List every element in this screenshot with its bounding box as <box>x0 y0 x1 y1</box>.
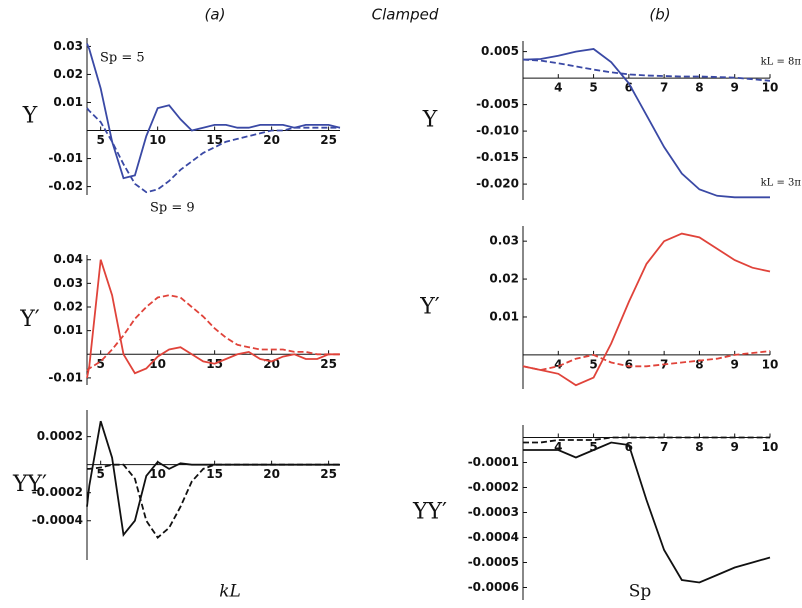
x-tick-label: 15 <box>206 133 223 147</box>
y-axis-label: ΥΥ′ <box>12 472 47 497</box>
x-tick-label: 9 <box>731 440 739 454</box>
line-series <box>522 48 770 199</box>
x-tick-label: 10 <box>762 357 779 371</box>
y-tick-label: 0.03 <box>53 276 83 290</box>
x-tick-label: 8 <box>695 81 703 95</box>
x-tick-label: 5 <box>589 357 597 371</box>
y-tick-label: 0.03 <box>53 39 83 53</box>
y-tick-label: -0.020 <box>476 177 519 191</box>
y-tick-label: -0.0005 <box>468 555 519 569</box>
y-tick-label: -0.0001 <box>468 455 519 469</box>
x-tick-label: 10 <box>149 467 166 481</box>
panel-label: (b) <box>649 6 670 24</box>
x-tick-label: 10 <box>762 81 779 95</box>
x-tick-label: 5 <box>589 81 597 95</box>
x-tick-label: 25 <box>320 467 337 481</box>
y-axis-label: Υ′ <box>419 295 440 320</box>
y-tick-label: -0.010 <box>476 124 519 138</box>
x-tick-label: 4 <box>554 357 562 371</box>
y-tick-label: -0.01 <box>48 151 83 165</box>
y-tick-label: 0.03 <box>489 234 519 248</box>
x-tick-label: 4 <box>554 81 562 95</box>
x-tick-label: 25 <box>320 357 337 371</box>
y-tick-label: 0.02 <box>489 272 519 286</box>
y-tick-label: 0.02 <box>53 300 83 314</box>
annotation: Sp = 5 <box>100 51 145 66</box>
line-series <box>522 58 771 82</box>
y-tick-label: 0.0002 <box>37 429 83 443</box>
y-tick-label: -0.02 <box>48 179 83 193</box>
x-tick-label: 8 <box>695 440 703 454</box>
x-tick-label: 7 <box>660 81 668 95</box>
y-axis-label: Υ <box>422 108 438 133</box>
line-series <box>86 107 340 194</box>
annotation: Sp = 9 <box>150 201 195 216</box>
y-axis-label: Υ′ <box>19 307 40 332</box>
y-tick-label: 0.01 <box>489 309 519 323</box>
annotation: kL = 3π <box>761 178 802 189</box>
x-tick-label: 9 <box>731 81 739 95</box>
x-tick-label: 5 <box>96 133 104 147</box>
x-tick-label: 9 <box>731 357 739 371</box>
y-tick-label: -0.0004 <box>468 530 519 544</box>
figure-title: Clamped <box>372 6 439 24</box>
y-tick-label: 0.01 <box>53 95 83 109</box>
y-tick-label: 0.02 <box>53 67 83 81</box>
y-tick-label: -0.0002 <box>32 485 83 499</box>
line-series <box>523 441 771 584</box>
x-tick-label: 6 <box>625 357 633 371</box>
x-tick-label: 6 <box>625 81 633 95</box>
x-tick-label: 5 <box>96 467 104 481</box>
y-tick-label: 0.04 <box>53 252 83 266</box>
line-series <box>86 259 340 379</box>
line-series <box>522 232 771 387</box>
x-tick-label: 15 <box>206 467 223 481</box>
y-tick-label: -0.015 <box>476 150 519 164</box>
line-series <box>86 294 340 372</box>
y-axis-label: ΥΥ′ <box>412 500 447 525</box>
x-tick-label: 10 <box>762 440 779 454</box>
line-series <box>86 420 340 537</box>
x-tick-label: 8 <box>695 357 703 371</box>
y-tick-label: -0.005 <box>476 97 519 111</box>
y-tick-label: -0.0003 <box>468 505 519 519</box>
panel-label: (a) <box>205 6 226 24</box>
x-tick-label: 5 <box>589 440 597 454</box>
x-tick-label: 20 <box>263 133 280 147</box>
y-tick-label: 0.005 <box>481 44 519 58</box>
x-axis-label: Sp <box>629 582 652 602</box>
y-tick-label: -0.0006 <box>468 580 519 594</box>
x-tick-label: 10 <box>149 133 166 147</box>
x-tick-label: 25 <box>320 133 337 147</box>
line-series <box>87 463 340 539</box>
x-axis-label: kL <box>219 582 241 602</box>
y-tick-label: -0.0002 <box>468 480 519 494</box>
line-series <box>522 350 771 371</box>
y-tick-label: 0.01 <box>53 323 83 337</box>
line-series <box>523 436 770 444</box>
annotation: kL = 8π <box>761 57 802 68</box>
y-tick-label: -0.01 <box>48 370 83 384</box>
y-tick-label: -0.0004 <box>32 513 83 527</box>
x-tick-label: 4 <box>554 440 562 454</box>
y-axis-label: Υ <box>22 104 38 129</box>
x-tick-label: 5 <box>96 357 104 371</box>
x-tick-label: 7 <box>660 440 668 454</box>
x-tick-label: 20 <box>263 467 280 481</box>
